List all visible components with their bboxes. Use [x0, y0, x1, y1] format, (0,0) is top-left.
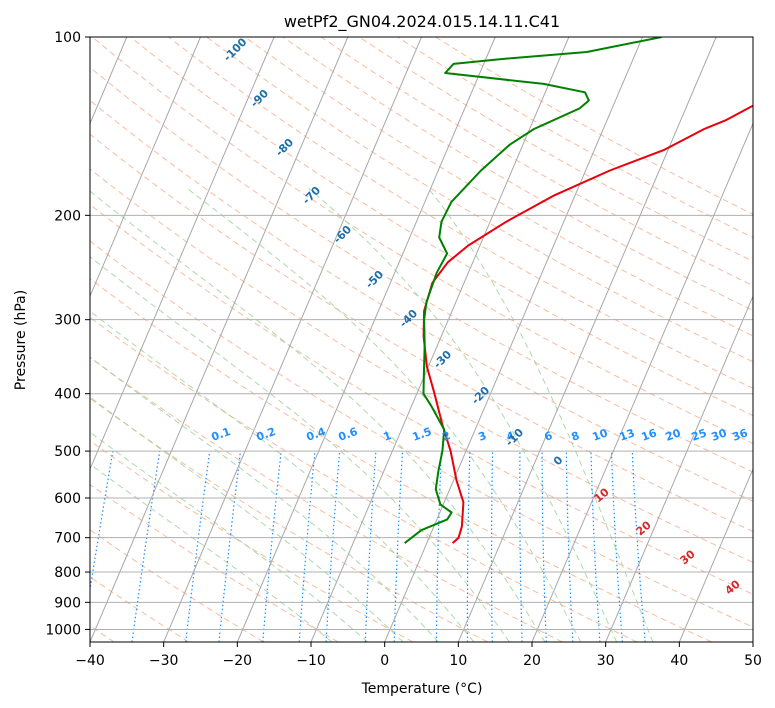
mixing-ratio-line [90, 450, 114, 594]
y-tick-label: 1000 [45, 622, 81, 638]
mixing-ratio-line [218, 451, 242, 642]
mixing-ratio-label: 30 [710, 426, 729, 444]
mixing-ratio-label: 36 [731, 426, 750, 444]
dry-adiabat [435, 37, 753, 215]
dry-adiabat [90, 99, 753, 502]
dry-adiabat [90, 316, 638, 642]
dry-adiabat [359, 37, 753, 262]
mixing-ratio-label: 13 [618, 426, 637, 443]
isotherm-line [605, 295, 753, 642]
isotherm-line [678, 467, 753, 642]
x-axis-label: Temperature (°C) [361, 681, 483, 697]
dry-adiabat [90, 133, 753, 533]
mixing-ratio-label: 4 [505, 429, 517, 444]
moist-adiabat [90, 431, 369, 642]
isotherm-line [163, 37, 422, 642]
isotherm-line [384, 37, 643, 642]
y-tick-label: 900 [54, 595, 81, 611]
mixing-ratio-label: 0.1 [210, 425, 233, 444]
isotherm-line [90, 37, 275, 471]
y-tick-label: 100 [54, 30, 81, 46]
moist-adiabats [90, 187, 654, 642]
profile-series [404, 37, 753, 544]
y-tick-label: 200 [54, 208, 81, 224]
mixing-ratio-label: 8 [570, 429, 582, 444]
mixing-ratio-label: 3 [477, 429, 489, 444]
isotherm-line [90, 37, 349, 642]
dry-adiabat [91, 37, 753, 445]
moist-adiabat [90, 396, 404, 642]
temperature-line [422, 104, 753, 544]
moist-adiabat [186, 187, 582, 642]
moist-adiabat [308, 187, 618, 642]
mixing-ratio-label: 0.2 [255, 425, 278, 444]
y-tick-label: 700 [54, 531, 81, 547]
mixing-ratio-line [631, 451, 646, 642]
x-tick-label: 20 [523, 653, 541, 669]
isotherm-line [310, 37, 570, 642]
y-tick-label: 500 [54, 444, 81, 460]
x-tick-label: 0 [380, 653, 389, 669]
plot-area [90, 37, 753, 642]
x-tick-label: 40 [670, 653, 688, 669]
x-tick-label: −20 [223, 653, 253, 669]
y-tick-label: 800 [54, 565, 81, 581]
dry-adiabat [90, 356, 563, 642]
mixing-ratio-label: 2 [441, 429, 453, 444]
isotherm-line [457, 37, 717, 642]
dry-adiabat [90, 66, 753, 473]
isotherm-line [531, 122, 753, 642]
dry-adiabat [282, 37, 753, 312]
dry-adiabat [244, 37, 753, 337]
mixing-ratio-line [185, 451, 211, 642]
isotherm-line [752, 640, 753, 642]
dry-adiabat [90, 483, 339, 642]
dry-adiabat [206, 37, 753, 363]
dewpoint-line [404, 37, 662, 544]
isotherm-line [236, 37, 496, 642]
moist-adiabat [90, 190, 546, 642]
mixing-ratio-label: 1.5 [411, 425, 434, 444]
mixing-ratio-label: 6 [543, 429, 555, 444]
moist-adiabat [90, 256, 510, 642]
x-tick-label: 10 [449, 653, 467, 669]
chart-title: wetPf2_GN04.2024.015.14.11.C41 [284, 12, 560, 32]
dry-adiabat [90, 168, 753, 563]
x-tick-label: 50 [744, 653, 762, 669]
mixing-ratio-label: 25 [690, 426, 709, 443]
dry-adiabat [90, 203, 753, 595]
dry-adiabat [320, 37, 753, 287]
moist-adiabat [427, 187, 654, 642]
isotherms [90, 37, 753, 642]
y-tick-label: 400 [54, 387, 81, 403]
axis-ticks: −40 −30 −20 −10 0 10 20 30 40 5010020030040050060… [45, 30, 762, 669]
mixing-ratio-label: 20 [664, 426, 683, 444]
y-axis-label: Pressure (hPa) [13, 290, 29, 390]
plot-background [90, 37, 753, 642]
x-tick-label: −40 [75, 653, 105, 669]
mixing-ratio-label: 1 [382, 429, 394, 444]
moist-adiabat [90, 310, 475, 642]
isotherm-line [90, 37, 201, 298]
moist-adiabat [90, 463, 333, 642]
x-tick-label: 30 [597, 653, 615, 669]
y-tick-label: 600 [54, 491, 81, 507]
plot-frame [89, 36, 754, 643]
mixing-ratio-label: 10 [591, 426, 610, 444]
mixing-ratio-label: 0.6 [337, 425, 360, 444]
x-tick-label: −10 [296, 653, 326, 669]
x-tick-label: −30 [149, 653, 179, 669]
isobars [90, 37, 753, 630]
mixing-ratio-label: 16 [640, 426, 659, 444]
mixing-ratio-line [298, 451, 316, 642]
dry-adiabat [90, 240, 753, 628]
dry-adiabat [130, 37, 753, 417]
mixing-ratio-label: 0.4 [305, 425, 328, 444]
dry-adiabat [397, 37, 753, 239]
mixing-ratio-line [262, 451, 282, 642]
y-tick-label: 300 [54, 313, 81, 329]
